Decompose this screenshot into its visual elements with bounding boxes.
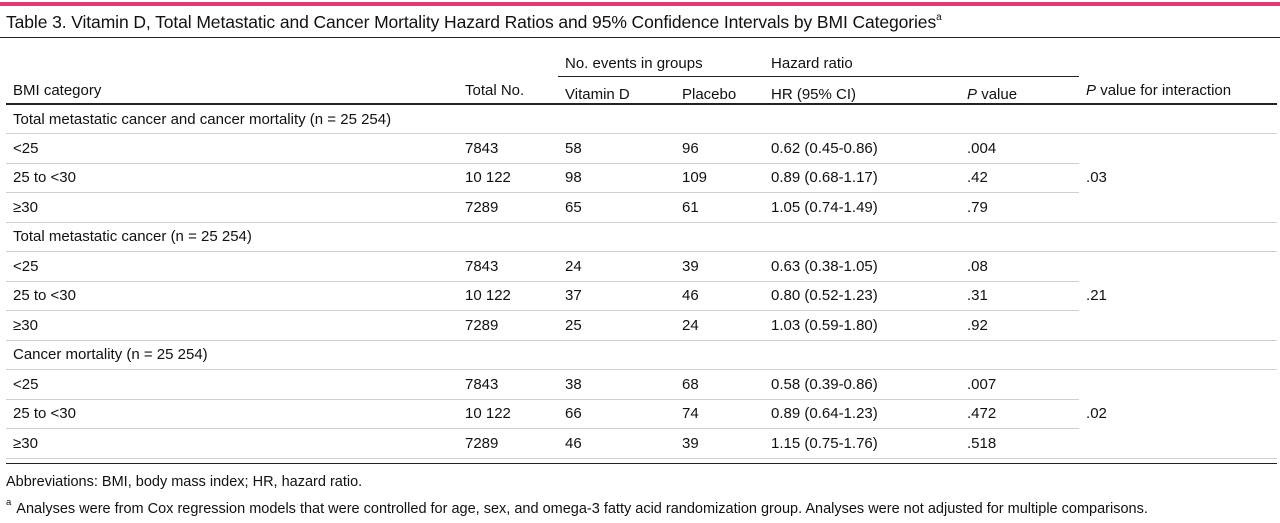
cell-p-value: .004 (960, 133, 1080, 164)
cell-p-value: .472 (960, 399, 1080, 429)
accent-bar (0, 2, 1280, 6)
cell-total-no: 7843 (458, 369, 558, 400)
table-row: 25 to <30 10 122 37 46 0.80 (0.52-1.23) .31 (6, 281, 1277, 311)
cell-bmi-category: <25 (6, 251, 458, 282)
cell-total-no: 10 122 (458, 281, 558, 311)
cell-vitamin-d-events: 66 (558, 399, 675, 429)
cell-hazard-ratio: 0.63 (0.38-1.05) (764, 251, 961, 282)
table-row: ≥30 7289 46 39 1.15 (0.75-1.76) .518 (6, 428, 1277, 459)
section-row: Total metastatic cancer (n = 25 254) (6, 222, 1278, 252)
col-header-p-value: P value (960, 76, 1080, 105)
cell-placebo-events: 61 (675, 192, 765, 223)
section-blank-cell (1079, 222, 1278, 252)
cell-p-value: .007 (960, 369, 1080, 400)
section-label: Cancer mortality (n = 25 254) (6, 340, 1080, 370)
table-row: ≥30 7289 65 61 1.05 (0.74-1.49) .79 (6, 192, 1277, 223)
col-header-bmi: BMI category (6, 47, 458, 105)
cell-hazard-ratio: 0.80 (0.52-1.23) (764, 281, 961, 311)
cell-bmi-category: 25 to <30 (6, 281, 458, 311)
table-row: <25 7843 38 68 0.58 (0.39-0.86) .007.02 (6, 369, 1278, 459)
results-table: BMI category Total No. No. events in gro… (6, 47, 1278, 459)
cell-vitamin-d-events: 38 (558, 369, 675, 400)
table-body: Total metastatic cancer and cancer morta… (6, 104, 1278, 459)
cell-vitamin-d-events: 58 (558, 133, 675, 164)
cell-bmi-category: ≥30 (6, 192, 458, 223)
col-header-vitamin-d: Vitamin D (558, 76, 675, 105)
cell-bmi-category: <25 (6, 133, 458, 164)
cell-total-no: 10 122 (458, 163, 558, 193)
table-row: ≥30 7289 25 24 1.03 (0.59-1.80) .92 (6, 310, 1277, 341)
cell-vitamin-d-events: 98 (558, 163, 675, 193)
cell-vitamin-d-events: 25 (558, 310, 675, 341)
cell-p-value: .79 (960, 192, 1080, 223)
table-row: 25 to <30 10 122 66 74 0.89 (0.64-1.23) .472 (6, 399, 1277, 429)
cell-placebo-events: 46 (675, 281, 765, 311)
table-bottom-rule (6, 463, 1277, 464)
cell-hazard-ratio: 0.62 (0.45-0.86) (764, 133, 961, 164)
cell-bmi-category: ≥30 (6, 310, 458, 341)
cell-placebo-events: 39 (675, 251, 765, 282)
cell-hazard-ratio: 1.05 (0.74-1.49) (764, 192, 961, 223)
cell-total-no: 7289 (458, 428, 558, 459)
cell-vitamin-d-events: 65 (558, 192, 675, 223)
col-header-p-interaction: P value for interaction (1079, 47, 1278, 105)
col-group-hazard-ratio: Hazard ratio (764, 47, 1080, 77)
cell-hazard-ratio: 0.58 (0.39-0.86) (764, 369, 961, 400)
title-footnote-marker: a (936, 12, 942, 24)
table-row: <25 7843 58 96 0.62 (0.45-0.86) .004.03 (6, 133, 1278, 223)
cell-total-no: 7843 (458, 251, 558, 282)
cell-hazard-ratio: 1.15 (0.75-1.76) (764, 428, 961, 459)
cell-p-interaction: .21 (1079, 251, 1278, 341)
table-row: <25 7843 24 39 0.63 (0.38-1.05) .08.21 (6, 251, 1278, 341)
cell-bmi-category: <25 (6, 369, 458, 400)
cell-total-no: 7289 (458, 310, 558, 341)
cell-p-interaction: .02 (1079, 369, 1278, 459)
cell-vitamin-d-events: 37 (558, 281, 675, 311)
cell-p-interaction: .03 (1079, 133, 1278, 223)
cell-placebo-events: 109 (675, 163, 765, 193)
title-rule (0, 37, 1280, 38)
section-label: Total metastatic cancer (n = 25 254) (6, 222, 1080, 252)
cell-hazard-ratio: 0.89 (0.64-1.23) (764, 399, 961, 429)
cell-p-value: .31 (960, 281, 1080, 311)
footnote-abbreviations: Abbreviations: BMI, body mass index; HR,… (6, 474, 363, 490)
section-row: Cancer mortality (n = 25 254) (6, 340, 1278, 370)
cell-hazard-ratio: 0.89 (0.68-1.17) (764, 163, 961, 193)
cell-placebo-events: 96 (675, 133, 765, 164)
cell-hazard-ratio: 1.03 (0.59-1.80) (764, 310, 961, 341)
col-header-total: Total No. (458, 47, 558, 105)
cell-vitamin-d-events: 24 (558, 251, 675, 282)
cell-p-value: .42 (960, 163, 1080, 193)
cell-total-no: 7843 (458, 133, 558, 164)
cell-placebo-events: 68 (675, 369, 765, 400)
cell-vitamin-d-events: 46 (558, 428, 675, 459)
section-row: Total metastatic cancer and cancer morta… (6, 104, 1278, 134)
footnote-a: a Analyses were from Cox regression model… (6, 497, 1148, 517)
cell-p-value: .92 (960, 310, 1080, 341)
section-blank-cell (1079, 104, 1278, 134)
section-blank-cell (1079, 340, 1278, 370)
cell-bmi-category: 25 to <30 (6, 399, 458, 429)
col-group-events: No. events in groups (558, 47, 765, 77)
cell-placebo-events: 39 (675, 428, 765, 459)
cell-p-value: .518 (960, 428, 1080, 459)
cell-placebo-events: 74 (675, 399, 765, 429)
table-row: 25 to <30 10 122 98 109 0.89 (0.68-1.17) .42 (6, 163, 1277, 193)
section-label: Total metastatic cancer and cancer morta… (6, 104, 1080, 134)
cell-placebo-events: 24 (675, 310, 765, 341)
cell-total-no: 10 122 (458, 399, 558, 429)
table-title: Table 3. Vitamin D, Total Metastatic and… (6, 12, 942, 32)
col-header-hr-ci: HR (95% CI) (764, 76, 961, 105)
cell-p-value: .08 (960, 251, 1080, 282)
cell-bmi-category: 25 to <30 (6, 163, 458, 193)
cell-total-no: 7289 (458, 192, 558, 223)
cell-bmi-category: ≥30 (6, 428, 458, 459)
col-header-placebo: Placebo (675, 76, 765, 105)
